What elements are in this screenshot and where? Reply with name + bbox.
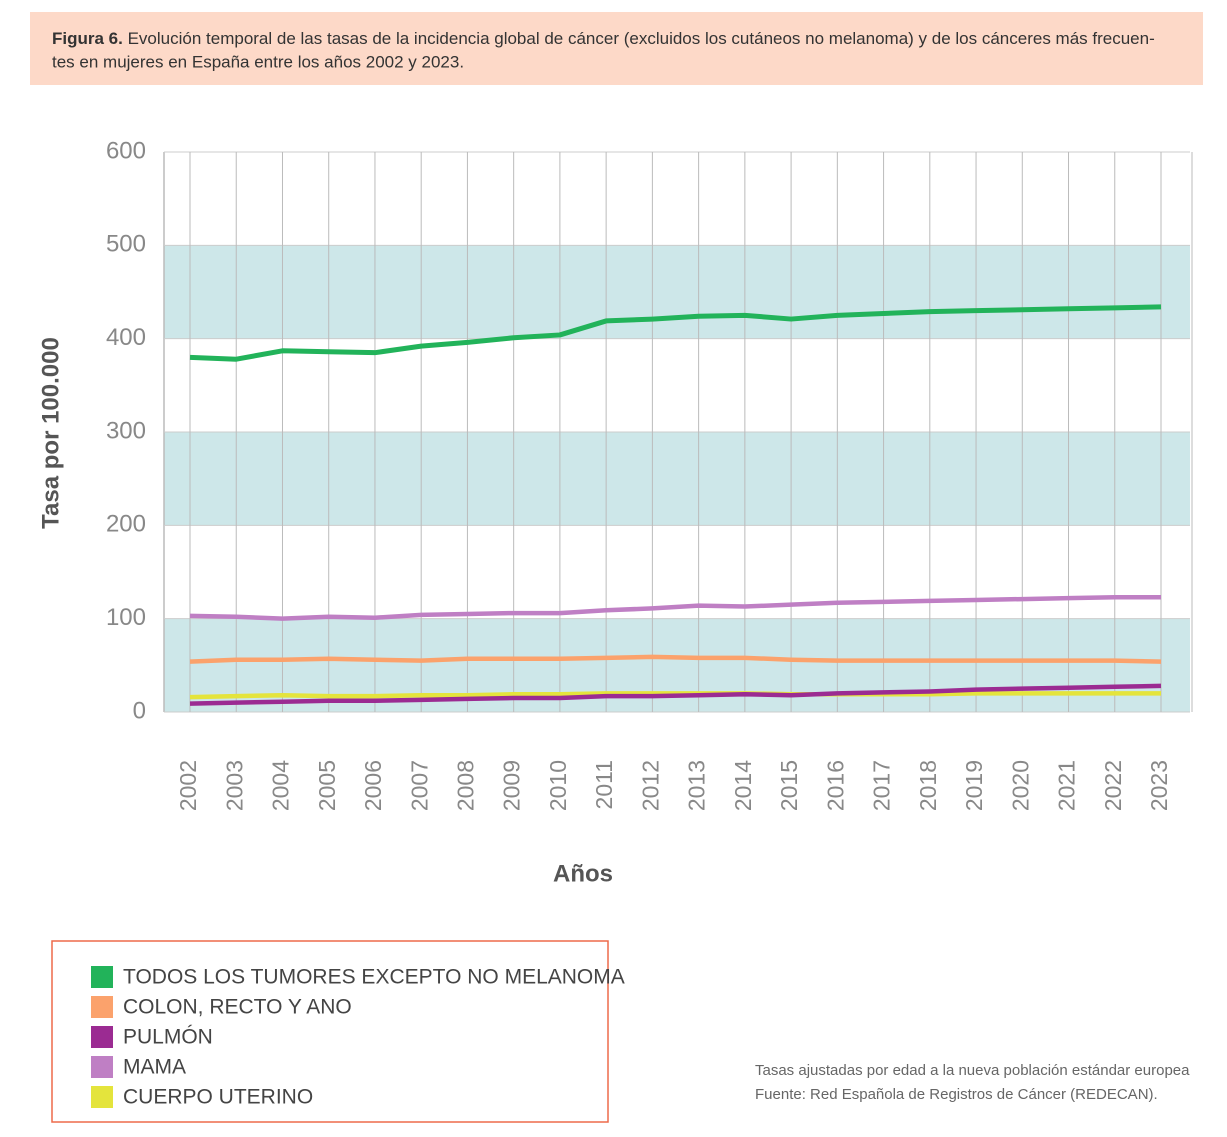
legend-label: TODOS LOS TUMORES EXCEPTO NO MELANOMA (123, 966, 625, 989)
x-tick-label: 2009 (499, 760, 525, 811)
legend-label: MAMA (123, 1056, 186, 1079)
y-tick-label: 100 (106, 604, 146, 631)
x-tick-label: 2014 (730, 760, 756, 811)
x-tick-label: 2011 (591, 760, 617, 809)
x-tick-label: 2019 (961, 760, 987, 811)
series-line (189, 654, 1162, 664)
x-tick-label: 2018 (915, 760, 941, 811)
x-tick-label: 2022 (1100, 760, 1126, 811)
legend-swatch (91, 996, 113, 1018)
x-tick-label: 2005 (314, 760, 340, 811)
legend-label: CUERPO UTERINO (123, 1086, 313, 1109)
y-tick-label: 600 (106, 137, 146, 164)
figure-label: Figura 6. (52, 29, 123, 48)
series-line (189, 683, 1162, 706)
header-title: Figura 6. Evolución temporal de las tasa… (52, 29, 1155, 48)
title-text: Evolución temporal de las tasas de la in… (128, 29, 1155, 48)
x-tick-label: 2016 (822, 760, 848, 811)
title-text: tes en mujeres en España entre los años … (52, 52, 464, 71)
x-tick-label: 2003 (221, 760, 247, 811)
y-tick-label: 0 (133, 697, 146, 724)
note: Fuente: Red Española de Registros de Cán… (755, 1086, 1158, 1103)
x-tick-label: 2021 (1054, 760, 1080, 811)
band (164, 245, 1190, 339)
header-box (30, 12, 1203, 85)
legend-label: PULMÓN (123, 1026, 213, 1049)
x-axis-label: Años (553, 860, 613, 887)
x-tick-label: 2012 (637, 760, 663, 811)
legend-label: COLON, RECTO Y ANO (123, 996, 352, 1019)
y-tick-label: 500 (106, 231, 146, 258)
y-tick-label: 200 (106, 511, 146, 538)
legend-swatch (91, 1056, 113, 1078)
x-tick-label: 2013 (684, 760, 710, 811)
series-line (189, 691, 1161, 700)
plot: 0 100 200 300 400 500 600 2002 2003 2004 2005 2006 2… (91, 137, 1193, 1109)
band (164, 432, 1190, 526)
x-tick-label: 2017 (869, 760, 895, 811)
note: Tasas ajustadas por edad a la nueva pobl… (755, 1062, 1190, 1079)
y-axis-label: Tasa por 100.000 (37, 337, 64, 529)
series-line (189, 594, 1161, 621)
legend-swatch (91, 1026, 113, 1048)
x-tick-label: 2006 (360, 760, 386, 811)
x-tick-label: 2023 (1146, 760, 1172, 811)
x-tick-label: 2007 (406, 760, 432, 811)
x-tick-label: 2008 (453, 760, 479, 811)
x-tick-label: 2010 (545, 760, 571, 811)
legend-box (51, 940, 609, 1123)
x-tick-label: 2002 (175, 760, 201, 811)
x-tick-label: 2020 (1007, 760, 1033, 811)
x-tick-label: 2004 (268, 760, 294, 811)
series-line (189, 304, 1162, 362)
x-tick-label: 2015 (776, 760, 802, 811)
y-tick-label: 300 (106, 417, 146, 444)
legend-swatch (91, 1086, 113, 1108)
legend-swatch (91, 966, 113, 988)
y-tick-label: 400 (106, 324, 146, 351)
